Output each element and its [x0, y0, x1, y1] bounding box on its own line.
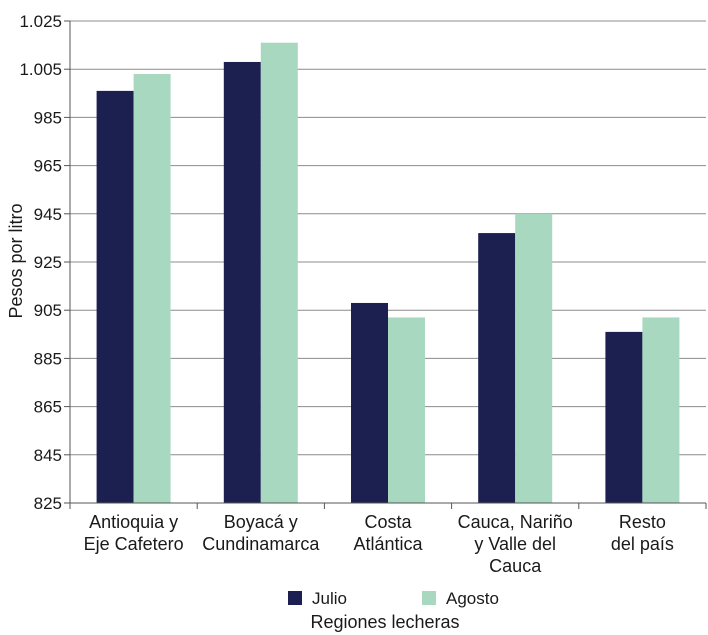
legend-swatch-agosto — [422, 591, 436, 605]
bar-agosto — [133, 74, 171, 504]
bars — [96, 42, 680, 504]
legend: Julio Agosto — [288, 589, 499, 608]
x-axis-title: Regiones lecheras — [310, 612, 459, 632]
bar-julio — [351, 302, 388, 503]
bar-agosto — [388, 317, 425, 503]
x-axis-categories: Antioquia y Eje Cafetero Boyacá y Cundinama… — [84, 512, 674, 576]
x-category-label: Antioquia y Eje Cafetero — [84, 512, 184, 554]
y-tick-label: 865 — [34, 398, 62, 417]
x-category-label: Costa Atlántica — [353, 512, 423, 554]
y-tick-label: 945 — [34, 205, 62, 224]
y-tick-label: 965 — [34, 157, 62, 176]
legend-label-julio: Julio — [312, 589, 347, 608]
y-tick-label: 925 — [34, 253, 62, 272]
bar-julio — [223, 61, 261, 503]
y-tick-label: 885 — [34, 349, 62, 368]
bar-agosto — [260, 42, 298, 503]
x-category-label: Boyacá y Cundinamarca — [202, 512, 320, 554]
y-axis-ticks: 825 845 865 885 905 925 945 965 985 1.005 1.025 — [19, 12, 70, 513]
y-tick-label: 845 — [34, 446, 62, 465]
x-category-label: Resto del país — [611, 512, 674, 554]
bar-julio — [478, 233, 516, 503]
bar-agosto — [642, 317, 680, 503]
y-tick-label: 1.025 — [19, 12, 62, 31]
x-category-label: Cauca, Nariño y Valle del Cauca — [458, 512, 573, 576]
bar-agosto — [515, 213, 553, 504]
legend-label-agosto: Agosto — [446, 589, 499, 608]
y-tick-label: 905 — [34, 301, 62, 320]
y-axis-title: Pesos por litro — [6, 203, 26, 318]
bar-julio — [605, 331, 643, 503]
y-tick-label: 985 — [34, 108, 62, 127]
axes — [69, 21, 707, 509]
bar-julio — [96, 90, 134, 503]
y-tick-label: 825 — [34, 494, 62, 513]
legend-swatch-julio — [288, 591, 302, 605]
y-tick-label: 1.005 — [19, 60, 62, 79]
